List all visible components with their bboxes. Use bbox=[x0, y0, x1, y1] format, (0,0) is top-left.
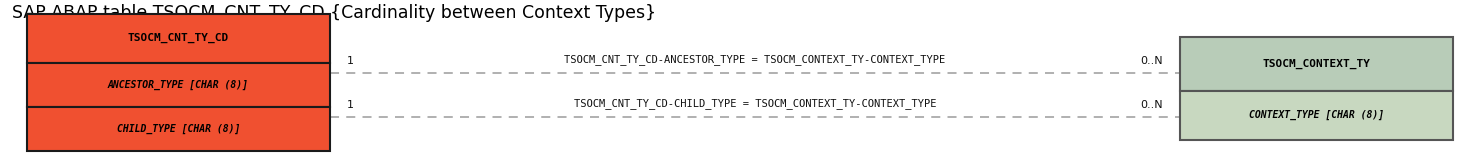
Text: 1: 1 bbox=[347, 56, 354, 66]
FancyBboxPatch shape bbox=[1181, 91, 1454, 140]
Text: ANCESTOR_TYPE [CHAR (8)]: ANCESTOR_TYPE [CHAR (8)] bbox=[108, 80, 249, 90]
Text: 0..N: 0..N bbox=[1139, 100, 1163, 110]
Text: TSOCM_CNT_TY_CD-ANCESTOR_TYPE = TSOCM_CONTEXT_TY-CONTEXT_TYPE: TSOCM_CNT_TY_CD-ANCESTOR_TYPE = TSOCM_CO… bbox=[564, 54, 946, 65]
Text: TSOCM_CNT_TY_CD: TSOCM_CNT_TY_CD bbox=[128, 33, 229, 43]
FancyBboxPatch shape bbox=[27, 63, 329, 107]
FancyBboxPatch shape bbox=[1181, 37, 1454, 91]
FancyBboxPatch shape bbox=[27, 107, 329, 151]
Text: SAP ABAP table TSOCM_CNT_TY_CD {Cardinality between Context Types}: SAP ABAP table TSOCM_CNT_TY_CD {Cardinal… bbox=[12, 4, 657, 22]
Text: CONTEXT_TYPE [CHAR (8)]: CONTEXT_TYPE [CHAR (8)] bbox=[1249, 110, 1384, 120]
Text: TSOCM_CONTEXT_TY: TSOCM_CONTEXT_TY bbox=[1263, 59, 1371, 69]
Text: TSOCM_CNT_TY_CD-CHILD_TYPE = TSOCM_CONTEXT_TY-CONTEXT_TYPE: TSOCM_CNT_TY_CD-CHILD_TYPE = TSOCM_CONTE… bbox=[574, 98, 936, 109]
FancyBboxPatch shape bbox=[27, 14, 329, 63]
Text: CHILD_TYPE [CHAR (8)]: CHILD_TYPE [CHAR (8)] bbox=[117, 124, 241, 134]
Text: 1: 1 bbox=[347, 100, 354, 110]
Text: 0..N: 0..N bbox=[1139, 56, 1163, 66]
